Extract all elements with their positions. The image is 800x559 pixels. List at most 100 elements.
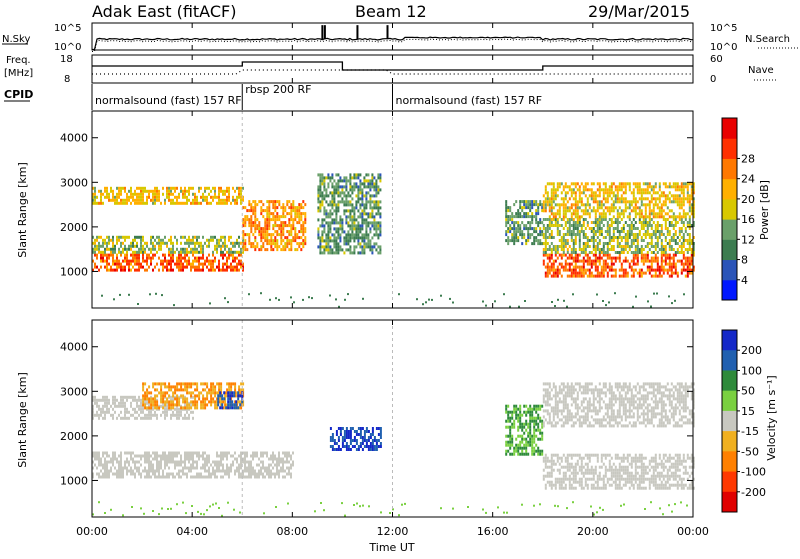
echo-cell xyxy=(579,260,581,263)
echo-cell xyxy=(611,221,613,224)
echo-cell xyxy=(555,275,557,278)
echo-cell xyxy=(262,215,264,218)
echo-cell xyxy=(156,464,158,467)
echo-cell xyxy=(359,230,361,233)
echo-cell xyxy=(553,185,555,188)
echo-cell xyxy=(333,194,335,197)
echo-cell xyxy=(681,221,683,224)
echo-cell xyxy=(363,182,365,185)
echo-cell xyxy=(236,467,238,470)
echo-cell xyxy=(168,388,170,391)
echo-cell xyxy=(629,182,631,185)
echo-cell xyxy=(284,224,286,227)
echo-cell xyxy=(268,233,270,236)
echo-cell xyxy=(519,411,521,414)
echo-cell xyxy=(357,173,359,176)
echo-cell xyxy=(505,206,507,209)
echo-cell xyxy=(555,245,557,248)
echo-cell xyxy=(595,194,597,197)
echo-cell xyxy=(563,236,565,239)
echo-cell xyxy=(675,254,677,257)
echo-cell xyxy=(248,233,250,236)
echo-cell xyxy=(621,218,623,221)
echo-cell xyxy=(523,411,525,414)
echo-cell xyxy=(633,263,635,266)
echo-cell xyxy=(226,260,228,263)
echo-cell xyxy=(120,242,122,245)
echo-cell xyxy=(359,182,361,185)
echo-cell xyxy=(258,458,260,461)
echo-cell xyxy=(118,251,120,254)
echo-cell xyxy=(138,199,140,202)
echo-cell xyxy=(124,248,126,251)
echo-cell xyxy=(198,251,200,254)
echo-cell xyxy=(282,464,284,467)
echo-cell xyxy=(262,464,264,467)
echo-cell xyxy=(164,382,166,385)
echo-cell xyxy=(317,206,319,209)
echo-cell xyxy=(599,206,601,209)
echo-cell xyxy=(327,230,329,233)
echo-cell xyxy=(603,236,605,239)
echo-cell xyxy=(214,461,216,464)
echo-cell xyxy=(375,230,377,233)
echo-cell xyxy=(150,257,152,260)
echo-cell xyxy=(166,458,168,461)
echo-cell xyxy=(509,444,511,447)
echo-cell xyxy=(577,212,579,215)
echo-cell xyxy=(343,185,345,188)
echo-cell xyxy=(521,426,523,429)
echo-cell xyxy=(182,406,184,409)
echo-cell xyxy=(599,218,601,221)
echo-cell xyxy=(345,239,347,242)
echo-cell xyxy=(220,388,222,391)
echo-cell xyxy=(545,275,547,278)
echo-cell xyxy=(583,260,585,263)
echo-cell xyxy=(577,230,579,233)
echo-cell xyxy=(323,227,325,230)
echo-cell xyxy=(174,464,176,467)
echo-cell xyxy=(206,385,208,388)
echo-cell xyxy=(144,458,146,461)
echo-cell xyxy=(112,473,114,476)
echo-cell xyxy=(192,396,194,399)
echo-cell xyxy=(142,187,144,190)
echo-cell xyxy=(246,215,248,218)
echo-cell xyxy=(346,427,348,430)
echo-cell xyxy=(176,394,178,397)
echo-cell xyxy=(531,221,533,224)
echo-cell xyxy=(172,260,174,263)
echo-cell xyxy=(571,254,573,257)
echo-cell xyxy=(649,191,651,194)
echo-cell xyxy=(168,263,170,266)
echo-cell xyxy=(571,251,573,254)
echo-cell xyxy=(356,430,358,433)
echo-cell xyxy=(176,461,178,464)
echo-cell xyxy=(192,382,194,385)
echo-cell xyxy=(319,203,321,206)
echo-cell xyxy=(551,257,553,260)
echo-cell xyxy=(116,399,118,402)
echo-cell xyxy=(627,224,629,227)
echo-cell xyxy=(136,411,138,414)
echo-cell xyxy=(617,215,619,218)
echo-cell xyxy=(340,448,342,451)
echo-cell xyxy=(136,455,138,458)
echo-cell xyxy=(353,239,355,242)
echo-cell xyxy=(180,190,182,193)
echo-cell xyxy=(331,194,333,197)
echo-cell xyxy=(272,239,274,242)
echo-cell xyxy=(134,269,136,272)
echo-cell xyxy=(545,230,547,233)
echo-cell xyxy=(344,439,346,442)
echo-cell xyxy=(349,248,351,251)
echo-cell xyxy=(225,406,227,409)
echo-cell xyxy=(611,263,613,266)
echo-cell xyxy=(609,224,611,227)
echo-cell xyxy=(509,306,511,308)
echo-cell xyxy=(359,206,361,209)
echo-cell xyxy=(609,191,611,194)
echo-cell xyxy=(631,275,633,278)
echo-cell xyxy=(661,245,663,248)
echo-cell xyxy=(294,227,296,230)
